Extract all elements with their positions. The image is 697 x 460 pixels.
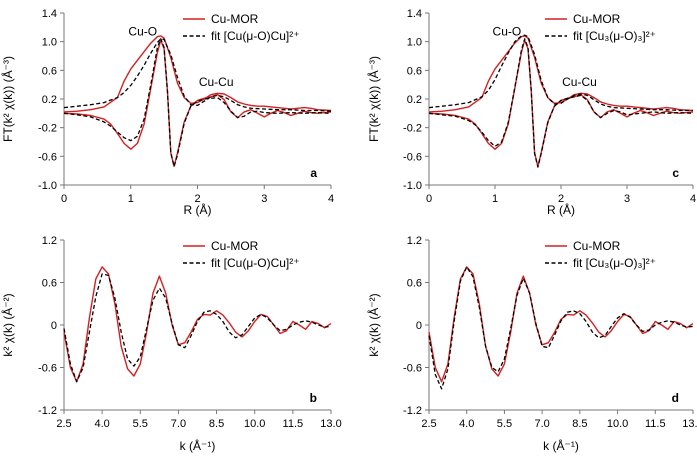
panel-letter: c [672, 166, 679, 180]
y-tick-label: 0.6 [407, 65, 422, 77]
legend-label-data: Cu-MOR [573, 239, 621, 253]
y-axis-title: FT(k² χ(k)) (Å⁻³) [0, 56, 15, 142]
x-tick-label: 13.0 [682, 418, 697, 430]
x-tick-label: 1 [128, 193, 134, 205]
chart-panel-b: -1.2 -0.6 0 0.6 1.2 2.5 4.0 5.5 7.0 8.5 10.0 11.5 13… [0, 235, 342, 453]
panel-letter: a [310, 166, 317, 180]
y-tick-label: 1.2 [407, 235, 422, 247]
legend-label-data: Cu-MOR [211, 239, 259, 253]
series-line-fit-magnitude [63, 38, 332, 112]
y-axis-title: FT(k² χ(k)) (Å⁻³) [366, 56, 381, 142]
y-tick-label: -0.6 [38, 151, 57, 163]
y-axis-title: k² χ(k) (Å⁻²) [0, 293, 15, 356]
x-tick-label: 7.0 [534, 418, 549, 430]
peak-annotation: Cu-Cu [199, 75, 234, 89]
y-tick-label: -1.2 [403, 405, 422, 417]
x-tick-label: 4 [690, 193, 696, 205]
peak-annotation: Cu-Cu [562, 75, 597, 89]
x-axis-title: k (Å⁻¹) [543, 438, 579, 453]
series-line-data [63, 266, 332, 383]
x-axis-title: R (Å) [547, 202, 575, 217]
x-tick-label: 5.5 [133, 418, 148, 430]
x-tick-label: 5.5 [497, 418, 512, 430]
x-tick-label: 1 [492, 193, 498, 205]
y-tick-label: 0.2 [42, 94, 57, 106]
y-tick-label: 1.0 [42, 37, 57, 49]
y-tick-label: -0.2 [403, 123, 422, 135]
y-tick-label: 0 [51, 320, 57, 332]
y-tick-label: 0.6 [42, 278, 57, 290]
x-tick-label: 3 [261, 193, 267, 205]
y-tick-label: 1.4 [42, 8, 57, 20]
x-tick-label: 4 [328, 193, 334, 205]
y-axis-title: k² χ(k) (Å⁻²) [366, 293, 381, 356]
chart-panel-d: -1.2 -0.6 0 0.6 1.2 2.5 4.0 5.5 7.0 8.5 10.0 11.5 13… [366, 235, 697, 453]
x-tick-label: 2.5 [56, 418, 71, 430]
y-tick-label: 0.2 [407, 94, 422, 106]
y-tick-label: -0.6 [403, 151, 422, 163]
chart-panel-c: -1.0 -0.6 -0.2 0.2 0.6 1.0 1.4 0 1 2 3 4 R (Å) FT(k² … [366, 8, 696, 217]
legend-label-fit: fit [Cu(μ-O)Cu]²⁺ [211, 256, 300, 270]
y-tick-label: 1.0 [407, 37, 422, 49]
panel-letter: b [310, 391, 317, 405]
legend-label-data: Cu-MOR [211, 12, 259, 26]
x-tick-label: 7.0 [171, 418, 186, 430]
y-tick-label: -0.2 [38, 123, 57, 135]
x-tick-label: 2 [558, 193, 564, 205]
x-tick-label: 8.5 [572, 418, 587, 430]
series-line-data [428, 266, 694, 383]
x-tick-label: 11.5 [645, 418, 666, 430]
peak-annotation: Cu-O [493, 25, 522, 39]
legend-label-fit: fit [Cu(μ-O)Cu]²⁺ [211, 29, 300, 43]
y-tick-label: 1.2 [42, 235, 57, 247]
legend-label-fit: fit [Cu₃(μ-O)₃]²⁺ [573, 29, 656, 43]
series-line-fit-magnitude [428, 34, 693, 112]
y-tick-label: -0.6 [403, 363, 422, 375]
x-tick-label: 4.0 [94, 418, 109, 430]
x-tick-label: 13.0 [320, 418, 341, 430]
x-axis-title: R (Å) [184, 202, 212, 217]
series-line-fit-imaginary [428, 38, 694, 168]
series-line-fit-imaginary [63, 38, 332, 168]
x-tick-label: 3 [624, 193, 630, 205]
x-axis-title: k (Å⁻¹) [180, 438, 216, 453]
y-tick-label: -1.2 [38, 405, 57, 417]
y-tick-label: -0.6 [38, 363, 57, 375]
x-tick-label: 0 [426, 193, 432, 205]
panel-letter: d [672, 391, 679, 405]
x-tick-label: 8.5 [209, 418, 224, 430]
y-tick-label: 0.6 [42, 65, 57, 77]
legend-label-data: Cu-MOR [573, 12, 621, 26]
x-tick-label: 2 [194, 193, 200, 205]
x-tick-label: 2.5 [421, 418, 436, 430]
peak-annotation: Cu-O [128, 25, 157, 39]
x-tick-label: 0 [61, 193, 67, 205]
x-tick-label: 10.0 [607, 418, 628, 430]
series-line-fit [428, 266, 694, 390]
x-tick-label: 11.5 [283, 418, 304, 430]
y-tick-label: -1.0 [38, 180, 57, 192]
y-tick-label: 0 [416, 320, 422, 332]
series-line-fit [63, 273, 332, 383]
y-tick-label: 1.4 [407, 8, 422, 20]
legend-label-fit: fit [Cu₃(μ-O)₃]²⁺ [573, 256, 656, 270]
chart-panel-a: -1.0 -0.6 -0.2 0.2 0.6 1.0 1.4 0 1 2 3 4 R (Å) FT(k² … [0, 8, 334, 217]
x-tick-label: 10.0 [244, 418, 265, 430]
y-tick-label: 0.6 [407, 278, 422, 290]
y-tick-label: -1.0 [403, 180, 422, 192]
x-tick-label: 4.0 [459, 418, 474, 430]
